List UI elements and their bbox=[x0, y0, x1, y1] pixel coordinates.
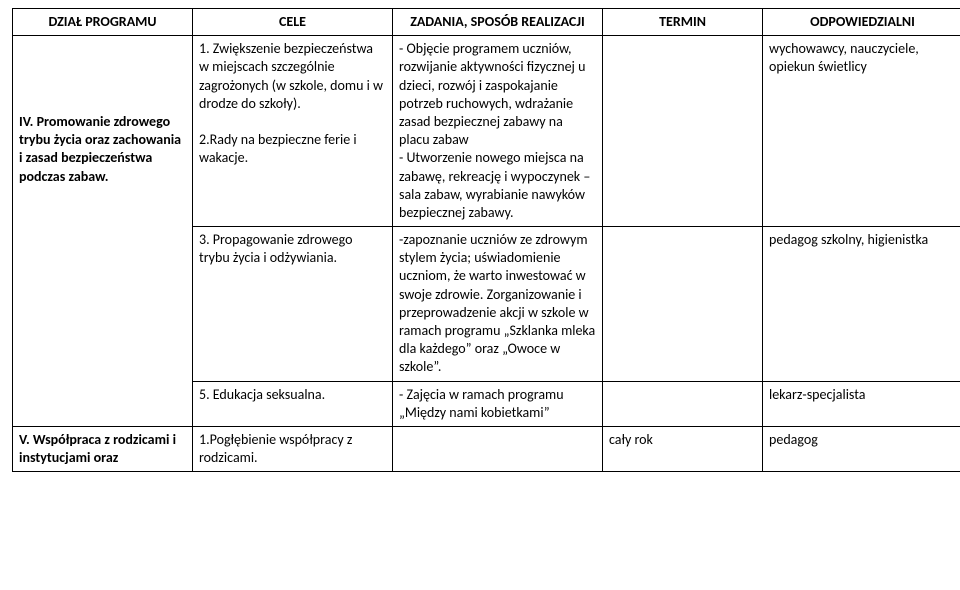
header-termin: TERMIN bbox=[603, 9, 763, 36]
cell-zadania: - Zajęcia w ramach programu „Między nami… bbox=[393, 381, 603, 426]
cell-odpowiedzialni: lekarz-specjalista bbox=[763, 381, 960, 426]
cell-termin: cały rok bbox=[603, 426, 763, 471]
cell-dzial: IV. Promowanie zdrowego trybu życia oraz… bbox=[13, 36, 193, 427]
cell-zadania: -zapoznanie uczniów ze zdrowym stylem ży… bbox=[393, 227, 603, 382]
cell-cele: 3. Propagowanie zdrowego trybu życia i o… bbox=[193, 227, 393, 382]
header-cele: CELE bbox=[193, 9, 393, 36]
cell-termin bbox=[603, 36, 763, 227]
header-odpowiedzialni: ODPOWIEDZIALNI bbox=[763, 9, 960, 36]
cell-zadania bbox=[393, 426, 603, 471]
cell-cele: 1.Pogłębienie współpracy z rodzicami. bbox=[193, 426, 393, 471]
document-page: DZIAŁ PROGRAMU CELE ZADANIA, SPOSÓB REAL… bbox=[0, 0, 960, 590]
cell-zadania: - Objęcie programem uczniów, rozwijanie … bbox=[393, 36, 603, 227]
header-dzial: DZIAŁ PROGRAMU bbox=[13, 9, 193, 36]
table-row: V. Współpraca z rodzicami i instytucjami… bbox=[13, 426, 960, 471]
cell-cele: 1. Zwiększenie bezpieczeństwa w miejscac… bbox=[193, 36, 393, 227]
cell-termin bbox=[603, 227, 763, 382]
cell-cele: 5. Edukacja seksualna. bbox=[193, 381, 393, 426]
header-zadania: ZADANIA, SPOSÓB REALIZACJI bbox=[393, 9, 603, 36]
table-header-row: DZIAŁ PROGRAMU CELE ZADANIA, SPOSÓB REAL… bbox=[13, 9, 960, 36]
table-row: IV. Promowanie zdrowego trybu życia oraz… bbox=[13, 36, 960, 227]
dzial-text: IV. Promowanie zdrowego trybu życia oraz… bbox=[19, 113, 181, 185]
cell-dzial: V. Współpraca z rodzicami i instytucjami… bbox=[13, 426, 193, 471]
cell-odpowiedzialni: pedagog szkolny, higienistka bbox=[763, 227, 960, 382]
cell-odpowiedzialni: wychowawcy, nauczyciele, opiekun świetli… bbox=[763, 36, 960, 227]
cell-termin bbox=[603, 381, 763, 426]
cell-odpowiedzialni: pedagog bbox=[763, 426, 960, 471]
program-table: DZIAŁ PROGRAMU CELE ZADANIA, SPOSÓB REAL… bbox=[12, 8, 960, 472]
